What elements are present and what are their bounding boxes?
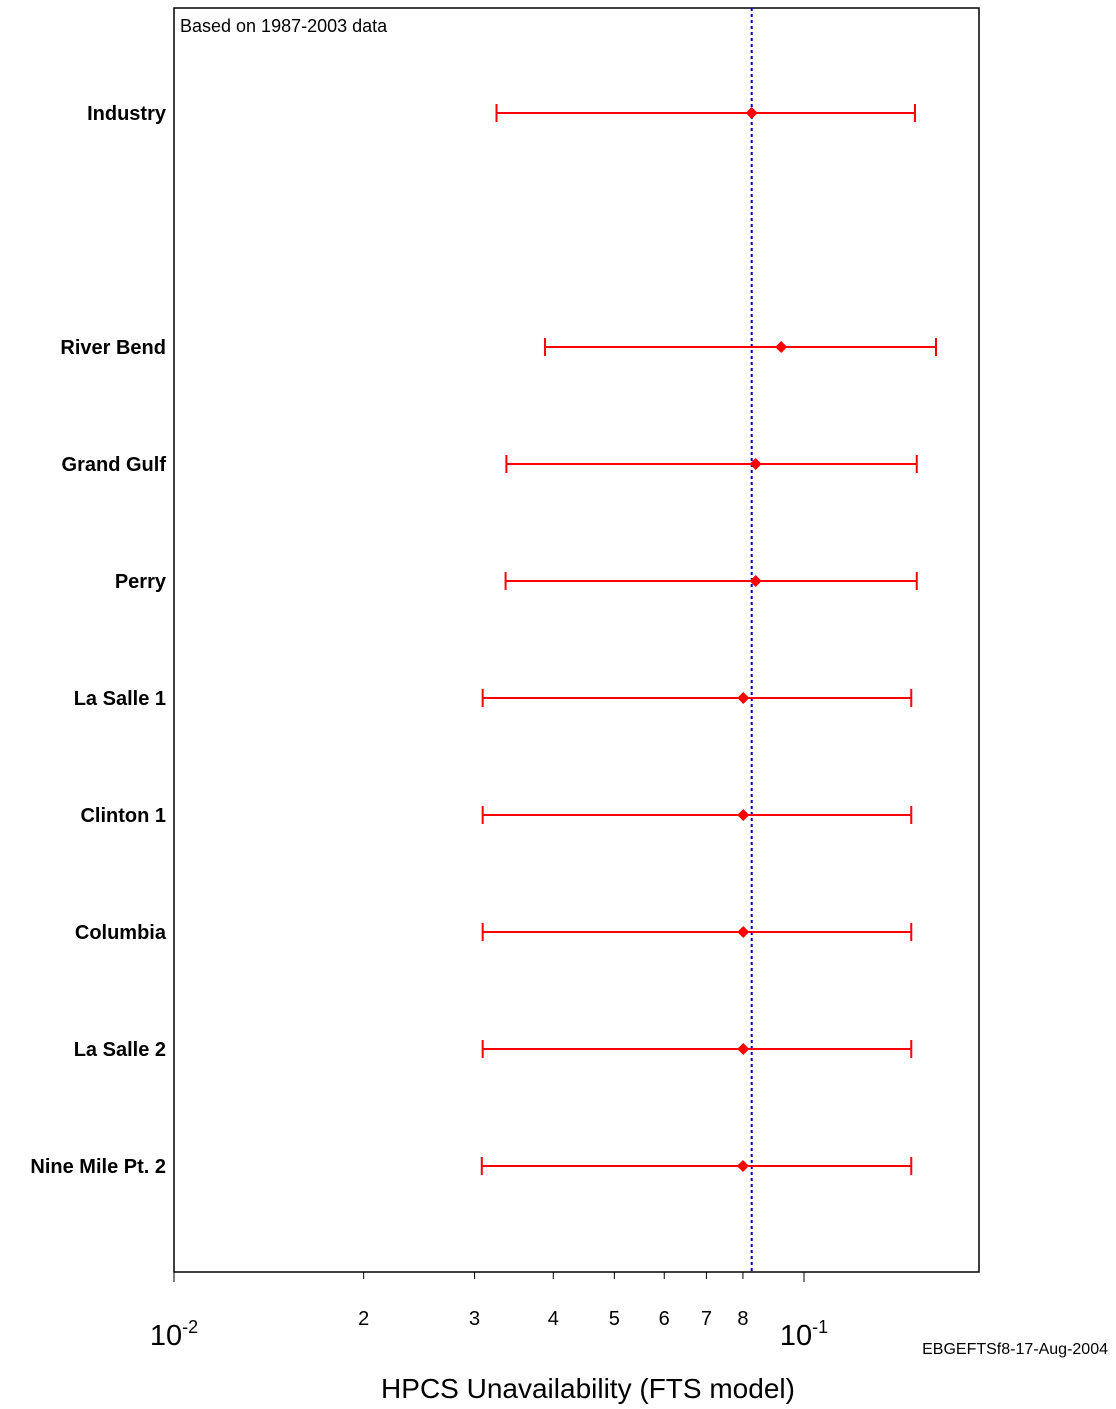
interval-row — [481, 806, 913, 824]
point-estimate-marker — [745, 107, 758, 119]
point-estimate-marker — [775, 341, 788, 353]
point-estimate-marker — [737, 692, 750, 704]
interval-row — [543, 338, 937, 356]
category-label: La Salle 2 — [74, 1039, 166, 1061]
footnote: EBGEFTSf8-17-Aug-2004 — [922, 1341, 1108, 1358]
annotation-text: Based on 1987-2003 data — [180, 16, 388, 36]
x-axis-title: HPCS Unavailability (FTS model) — [381, 1373, 795, 1404]
x-tick-label: 2 — [358, 1308, 369, 1330]
x-decade-label: 10-1 — [780, 1317, 828, 1352]
x-tick-label: 5 — [609, 1308, 620, 1330]
category-label: Industry — [87, 103, 167, 125]
x-decade-label: 10-2 — [150, 1317, 198, 1352]
point-estimate-marker — [737, 809, 750, 821]
category-label: La Salle 1 — [74, 688, 166, 710]
point-estimate-marker — [737, 926, 750, 938]
point-estimate-marker — [736, 1160, 749, 1172]
x-tick-label: 3 — [469, 1308, 480, 1330]
category-label: Clinton 1 — [80, 805, 166, 827]
point-estimate-marker — [737, 1043, 750, 1055]
interval-row — [504, 572, 918, 590]
interval-row — [481, 923, 913, 941]
category-label-layer: Industry River Bend Grand Gulf Perry La Sall… — [30, 103, 166, 1178]
category-label: Perry — [115, 571, 167, 593]
point-estimate-marker — [749, 458, 762, 470]
x-axis: 2 3 4 5 6 7 8 10-2 10-1 — [150, 1272, 828, 1352]
category-label: Grand Gulf — [62, 454, 167, 476]
x-tick-label: 7 — [701, 1308, 712, 1330]
x-tick-label: 8 — [737, 1308, 748, 1330]
category-label: Nine Mile Pt. 2 — [30, 1156, 166, 1178]
category-label: River Bend — [60, 337, 166, 359]
x-tick-label: 4 — [548, 1308, 559, 1330]
category-label: Columbia — [75, 922, 167, 944]
interval-layer — [480, 104, 937, 1175]
interval-row — [495, 104, 916, 122]
x-tick-label: 6 — [659, 1308, 670, 1330]
interval-row — [480, 1157, 913, 1175]
plot-frame — [173, 7, 980, 1273]
interval-row — [481, 689, 913, 707]
interval-row — [481, 1040, 913, 1058]
interval-row — [505, 455, 918, 473]
point-estimate-marker — [749, 575, 762, 587]
